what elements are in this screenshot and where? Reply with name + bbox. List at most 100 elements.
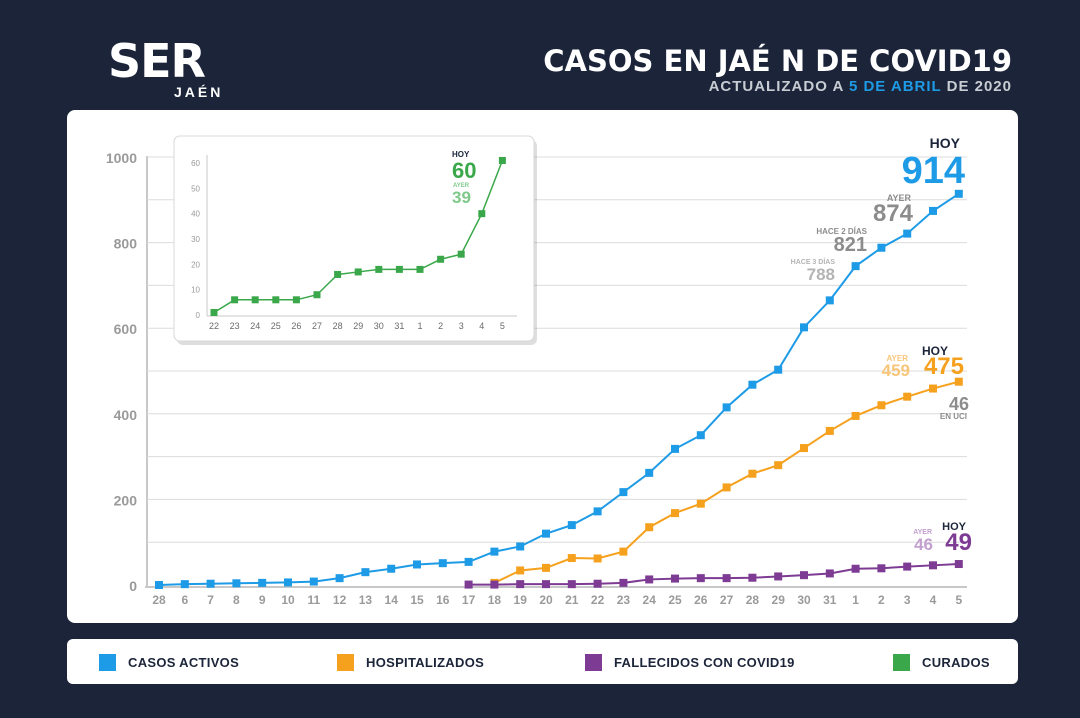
x-tick-label: 1 (852, 593, 859, 607)
data-point-fallecidos (877, 564, 886, 573)
data-point-activos (361, 568, 370, 577)
data-point-hospitalizados (619, 547, 628, 556)
annotation-hosp-ayer-value: 459 (882, 361, 910, 380)
legend-label-hospitalizados: HOSPITALIZADOS (366, 654, 485, 670)
data-point-activos (567, 521, 576, 530)
inset-y-tick-label: 40 (191, 210, 200, 219)
legend-item-hospitalizados: HOSPITALIZADOS (337, 652, 484, 672)
annotation-activos-hace3-label: HACE 3 DÍAS (791, 257, 836, 266)
data-point-activos (954, 189, 963, 198)
x-tick-label: 2 (878, 593, 885, 607)
subtitle-date: 5 DE ABRIL (848, 78, 942, 95)
x-tick-label: 28 (152, 593, 166, 607)
data-point-hospitalizados (593, 554, 602, 563)
legend-label-activos: CASOS ACTIVOS (128, 654, 240, 670)
annotation-activos-hace3-value: 788 (807, 265, 835, 284)
annotation-curados-ayer-value: 39 (452, 188, 471, 207)
x-tick-label: 28 (746, 593, 760, 607)
data-point-hospitalizados (929, 384, 937, 393)
data-point-hospitalizados (800, 444, 808, 453)
ser-jaen-logo: SER JAÉN (108, 36, 236, 100)
annotation-activos-ayer-label: AYER (887, 193, 912, 203)
data-point-hospitalizados (903, 392, 912, 401)
legend-item-curados: CURADOS (893, 652, 990, 672)
data-point-activos (387, 564, 396, 573)
annotation-activos-hace2-value: 821 (834, 234, 867, 256)
inset-y-tick-label: 20 (191, 260, 200, 269)
annotation-activos-hoy-value: 914 (902, 150, 965, 192)
annotation-curados-hoy-value: 60 (452, 158, 476, 183)
y-tick-label: 600 (114, 321, 138, 337)
chart-panel: 0 200 400 600 800 1000 28 6 7 8 9 10 11 12 13 14 15 16 17 1… (67, 110, 1018, 623)
inset-x-tick-label: 2 (438, 321, 443, 331)
data-point-curados (457, 250, 465, 258)
annotation-activos-ayer-value: 874 (873, 200, 914, 227)
inset-y-tick-label: 30 (191, 235, 200, 244)
annotation-fall-hoy-value: 49 (945, 529, 972, 556)
inset-x-tick-label: 22 (209, 321, 219, 331)
data-point-activos (619, 488, 628, 497)
x-tick-label: 8 (233, 593, 240, 607)
data-point-hospitalizados (671, 509, 679, 518)
inset-y-tick-label: 50 (191, 184, 200, 193)
x-tick-label: 22 (591, 593, 605, 607)
data-point-hospitalizados (516, 566, 525, 575)
inset-x-tick-label: 31 (394, 321, 404, 331)
legend-item-fallecidos: FALLECIDOS CON COVID19 (585, 652, 795, 672)
series-line-fallecidos (468, 563, 959, 586)
inset-x-tick-label: 1 (417, 321, 422, 331)
data-point-activos (180, 580, 189, 589)
x-tick-label: 12 (333, 593, 347, 607)
data-point-curados (251, 296, 259, 304)
subtitle-suffix: DE 2020 (941, 78, 1012, 95)
data-point-activos (851, 262, 860, 271)
data-point-activos (877, 243, 886, 252)
data-point-activos (903, 229, 912, 238)
data-point-curados (313, 291, 321, 299)
data-point-curados (231, 296, 239, 304)
data-point-hospitalizados (542, 563, 550, 572)
data-point-activos (645, 468, 654, 477)
data-point-hospitalizados (748, 469, 757, 478)
data-point-fallecidos (593, 579, 602, 588)
legend: CASOS ACTIVOS HOSPITALIZADOS FALLECIDOS … (67, 639, 1018, 684)
inset-x-tick-label: 5 (500, 321, 505, 331)
inset-y-tick-label: 10 (191, 286, 200, 295)
x-tick-label: 7 (207, 593, 214, 607)
data-point-fallecidos (800, 571, 808, 580)
data-point-curados (416, 265, 424, 273)
y-tick-label: 0 (129, 578, 137, 594)
data-point-fallecidos (929, 561, 937, 570)
data-point-fallecidos (619, 578, 628, 587)
inset-x-tick-label: 25 (271, 321, 281, 331)
inset-x-tick-label: 23 (230, 321, 240, 331)
x-tick-label: 19 (514, 593, 528, 607)
inset-y-tick-label: 0 (196, 311, 201, 320)
y-tick-label: 200 (114, 492, 138, 508)
data-point-activos (748, 380, 757, 389)
x-tick-label: 24 (643, 593, 657, 607)
data-point-activos (206, 579, 215, 588)
inset-y-tick-label: 60 (191, 159, 200, 168)
annotation-hosp-hoy-value: 475 (924, 353, 964, 380)
inset-x-tick-label: 30 (374, 321, 384, 331)
data-point-activos (825, 296, 834, 305)
data-point-hospitalizados (696, 499, 705, 508)
data-point-curados (498, 156, 506, 164)
data-point-fallecidos (542, 580, 550, 589)
annotation-hosp-hoy-label: HOY (922, 344, 948, 358)
data-point-activos (258, 578, 267, 587)
data-point-hospitalizados (954, 377, 963, 386)
page-header: CASOS EN JAÉ N DE COVID19 ACTUALIZADO A … (543, 44, 1012, 96)
data-point-hospitalizados (567, 554, 576, 563)
data-point-curados (395, 265, 403, 273)
data-point-fallecidos (645, 575, 654, 584)
legend-swatch-curados (893, 653, 910, 671)
data-point-activos (413, 560, 421, 569)
data-point-hospitalizados (851, 411, 860, 420)
data-point-activos (335, 574, 344, 583)
data-point-fallecidos (696, 574, 705, 583)
data-point-curados (478, 210, 486, 218)
annotation-hosp-uci-label: EN UCI (940, 412, 967, 421)
data-point-activos (929, 206, 937, 215)
